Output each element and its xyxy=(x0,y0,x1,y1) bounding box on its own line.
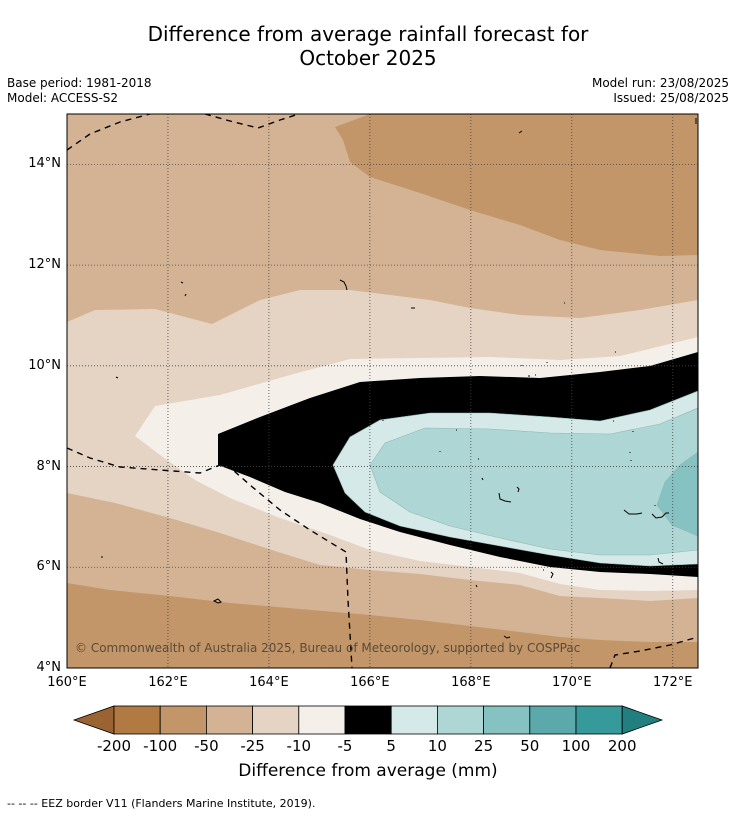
region-minus100-minus50-south xyxy=(67,583,698,668)
colorbar-title: Difference from average (mm) xyxy=(238,761,498,781)
island xyxy=(498,492,512,503)
latitude-label: 6°N xyxy=(36,559,62,575)
islands xyxy=(101,118,697,639)
colorbar-tick-label: 25 xyxy=(474,737,494,755)
colorbar-swatch xyxy=(483,705,531,735)
latitude-label: 8°N xyxy=(36,458,62,474)
island xyxy=(651,512,669,519)
colorbar-tick-label: 10 xyxy=(427,737,447,755)
island xyxy=(543,569,554,579)
region-plus10-plus25 xyxy=(369,407,698,556)
longitude-label: 172°E xyxy=(652,675,693,690)
island xyxy=(443,374,584,397)
island xyxy=(481,477,520,493)
colorbar-swatch xyxy=(252,705,300,735)
colorbar-tick-label: 200 xyxy=(607,737,637,755)
copyright-notice: © Commonwealth of Australia 2025, Bureau… xyxy=(75,641,581,655)
island xyxy=(623,509,643,515)
colorbar-swatch xyxy=(575,705,623,735)
island xyxy=(115,376,119,379)
region-minus100-minus50-north xyxy=(335,114,698,256)
longitude-label: 168°E xyxy=(451,675,491,690)
colorbar-tick-label: -25 xyxy=(240,737,265,755)
colorbar-tick-label: -50 xyxy=(194,737,219,755)
colorbar-swatch xyxy=(159,705,207,735)
title-line-2: October 2025 xyxy=(299,46,437,70)
issued-date: Issued: 25/08/2025 xyxy=(613,91,729,105)
island xyxy=(339,279,348,291)
map-frame xyxy=(66,113,699,669)
eez-border-north xyxy=(67,114,302,151)
colorbar-min-arrow xyxy=(72,705,115,735)
region-plus25-plus50 xyxy=(656,451,698,537)
colorbar-swatch xyxy=(529,705,577,735)
base-period: Base period: 1981-2018 xyxy=(7,76,152,90)
colorbar-tick-label: -100 xyxy=(143,737,178,755)
colorbar-swatch xyxy=(113,705,161,735)
island xyxy=(657,557,664,565)
longitude-label: 170°E xyxy=(552,675,592,690)
colorbar-tick-label: -5 xyxy=(337,737,353,755)
eez-borders xyxy=(67,114,698,668)
island xyxy=(518,130,523,134)
colorbar-swatch xyxy=(205,705,253,735)
eez-border-marshall xyxy=(67,447,353,668)
chart-title: Difference from average rainfall forecas… xyxy=(0,22,736,70)
longitude-label: 162°E xyxy=(148,675,188,690)
colorbar-tick-label: 50 xyxy=(520,737,540,755)
latitude-label: 14°N xyxy=(28,156,61,172)
island xyxy=(101,505,656,558)
rainfall-field xyxy=(67,114,698,668)
colorbar-tick-label: 100 xyxy=(561,737,591,755)
colorbar xyxy=(72,705,664,735)
island xyxy=(475,584,478,588)
colorbar-max-arrow xyxy=(621,705,664,735)
island xyxy=(212,598,222,604)
latitude-label: 12°N xyxy=(28,257,61,273)
eez-footnote: -- -- -- EEZ border V11 (Flanders Marine… xyxy=(7,797,316,810)
meta-right: Model run: 23/08/2025 Issued: 25/08/2025 xyxy=(592,76,729,106)
colorbar-swatch xyxy=(390,705,438,735)
eez-border-southeast xyxy=(609,636,698,668)
latitude-label: 10°N xyxy=(28,357,61,373)
longitude-label: 160°E xyxy=(47,675,87,690)
colorbar-tick-label: -200 xyxy=(96,737,132,755)
longitude-label: 164°E xyxy=(249,675,289,690)
island xyxy=(503,635,511,639)
title-line-1: Difference from average rainfall forecas… xyxy=(147,22,589,46)
island xyxy=(382,400,634,432)
island xyxy=(180,281,187,297)
colorbar-swatch xyxy=(344,705,392,735)
meta-left: Base period: 1981-2018 Model: ACCESS-S2 xyxy=(7,76,152,106)
island xyxy=(369,351,616,366)
model-name: Model: ACCESS-S2 xyxy=(7,91,119,105)
colorbar-tick-label: -10 xyxy=(286,737,312,755)
colorbar-swatch xyxy=(436,705,484,735)
model-run: Model run: 23/08/2025 xyxy=(591,76,729,90)
island xyxy=(439,429,632,461)
colorbar-swatch xyxy=(298,705,346,735)
latitude-label: 4°N xyxy=(36,660,62,675)
longitude-label: 166°E xyxy=(350,675,390,690)
colorbar-tick-label: 5 xyxy=(386,737,396,755)
